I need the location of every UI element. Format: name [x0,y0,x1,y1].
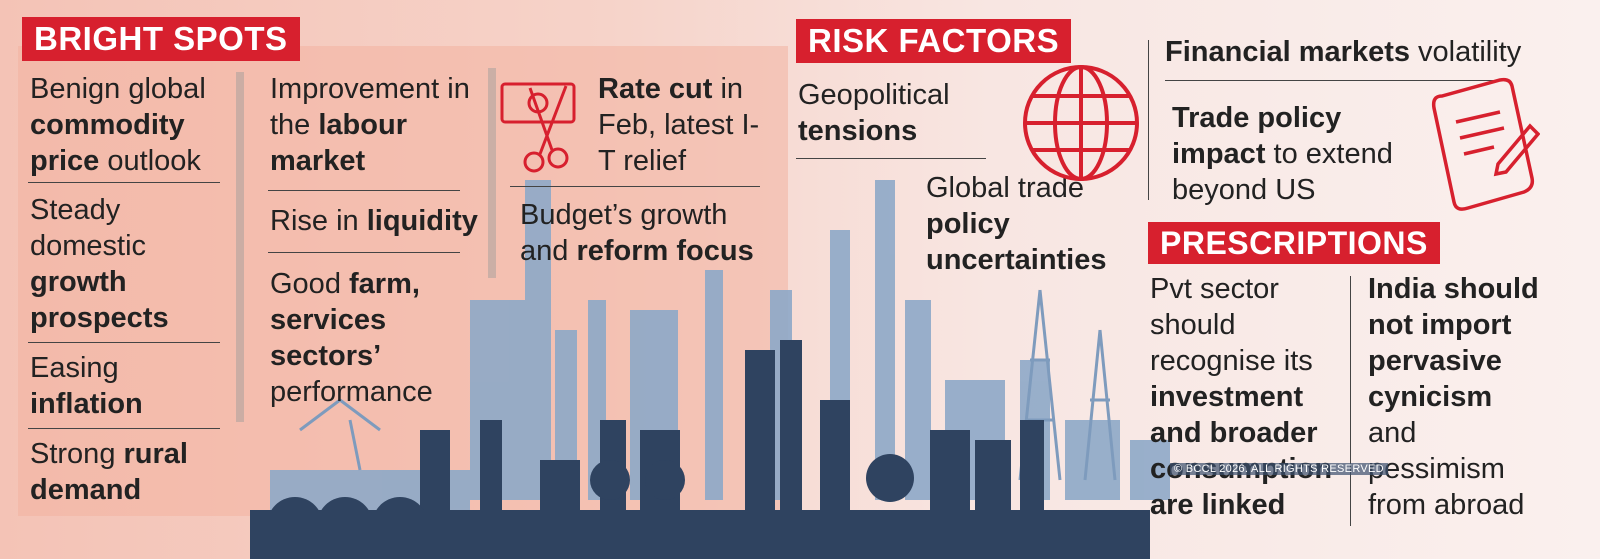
column-divider [236,72,244,422]
bright-spot-item: Strong rural demand [30,438,188,506]
globe-icon [1023,65,1139,181]
divider [1350,276,1351,526]
bright-spot-item: Good farm, services sectors’ performance [270,268,433,408]
risk-factor-item: Global trade policy uncertainties [926,172,1107,276]
bright-spot-item: Budget’s growth and reform focus [520,199,754,267]
divider [1165,80,1495,81]
bright-spot-item: Rate cut in Feb, latest I-T relief [598,73,760,177]
risk-factor-item: Financial markets volatility [1165,36,1522,68]
divider [796,158,986,159]
risk-factor-item: Trade policy impact to extend beyond US [1172,102,1393,206]
money-scissors-icon [500,82,576,173]
risk-factors-heading: RISK FACTORS [796,19,1072,63]
divider [1148,40,1149,200]
prescription-item: Pvt sector should recognise its investme… [1150,273,1332,521]
document-pen-icon [1431,77,1540,211]
bright-spot-item: Benign global commodity price outlook [30,73,206,177]
column-divider [488,68,496,278]
divider [28,342,220,343]
copyright-notice: © BCCL 2026. ALL RIGHTS RESERVED [1170,463,1388,475]
bright-spot-item: Improvement in the labour market [270,73,470,177]
bright-spot-item: Easing inflation [30,352,143,420]
divider [28,428,220,429]
bright-spots-heading: BRIGHT SPOTS [22,17,300,61]
divider [268,190,460,191]
divider [268,252,460,253]
prescriptions-heading: PRESCRIPTIONS [1148,222,1440,264]
divider [28,182,220,183]
prescription-item: India should not import pervasive cynici… [1368,273,1539,521]
divider [510,186,760,187]
bright-spot-item: Steady domestic growth prospects [30,194,169,334]
bright-spot-item: Rise in liquidity [270,205,478,237]
risk-factor-item: Geopolitical tensions [798,79,950,147]
